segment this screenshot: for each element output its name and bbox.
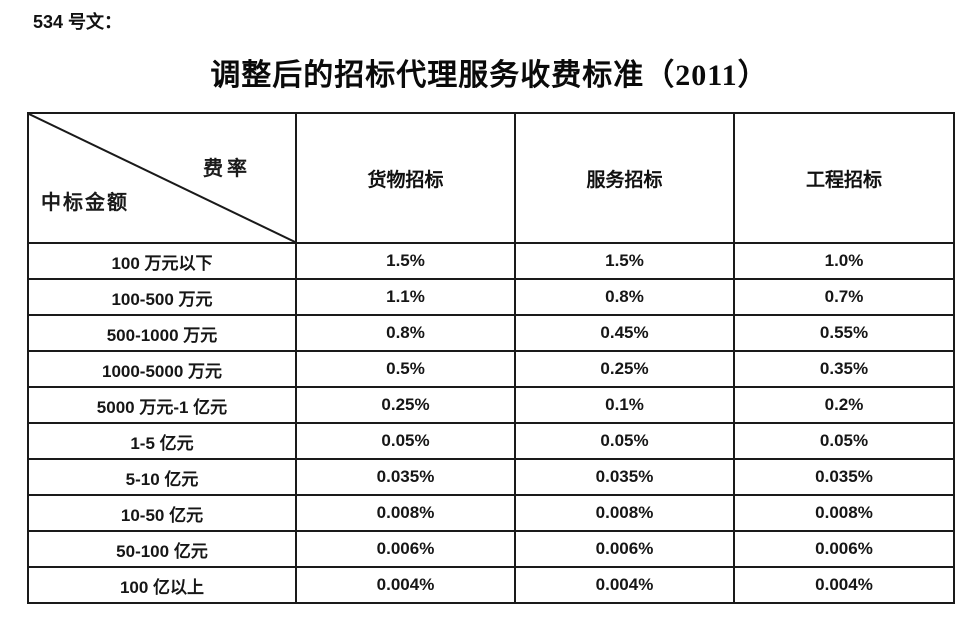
rate-cell: 0.035% (733, 458, 955, 496)
rate-cell: 0.008% (295, 494, 516, 532)
rate-cell: 0.004% (733, 566, 955, 604)
rate-cell: 0.008% (733, 494, 955, 532)
fee-table: 费率 中标金额 货物招标 服务招标 工程招标 100 万元以下 1.5% 1.5… (27, 112, 955, 604)
rate-cell: 0.035% (514, 458, 735, 496)
amount-cell: 5-10 亿元 (27, 458, 297, 496)
rate-cell: 0.5% (295, 350, 516, 388)
table-row: 5000 万元-1 亿元 0.25% 0.1% 0.2% (27, 386, 955, 424)
amount-cell: 1-5 亿元 (27, 422, 297, 460)
rate-cell: 1.1% (295, 278, 516, 316)
table-row: 500-1000 万元 0.8% 0.45% 0.55% (27, 314, 955, 352)
corner-label-rate: 费率 (203, 158, 251, 180)
table-row: 1000-5000 万元 0.5% 0.25% 0.35% (27, 350, 955, 388)
table-row: 100-500 万元 1.1% 0.8% 0.7% (27, 278, 955, 316)
amount-cell: 50-100 亿元 (27, 530, 297, 568)
table-row: 100 万元以下 1.5% 1.5% 1.0% (27, 242, 955, 280)
rate-cell: 0.2% (733, 386, 955, 424)
table-header-row: 费率 中标金额 货物招标 服务招标 工程招标 (27, 112, 955, 244)
rate-cell: 0.55% (733, 314, 955, 352)
amount-cell: 100-500 万元 (27, 278, 297, 316)
rate-cell: 1.0% (733, 242, 955, 280)
rate-cell: 0.25% (295, 386, 516, 424)
amount-cell: 500-1000 万元 (27, 314, 297, 352)
rate-cell: 0.1% (514, 386, 735, 424)
column-header-goods: 货物招标 (295, 112, 516, 244)
rate-cell: 0.05% (514, 422, 735, 460)
corner-cell-content: 费率 中标金额 (29, 114, 295, 242)
diagonal-divider-line (29, 114, 295, 242)
amount-cell: 10-50 亿元 (27, 494, 297, 532)
rate-cell: 0.006% (733, 530, 955, 568)
rate-cell: 0.008% (514, 494, 735, 532)
rate-cell: 0.35% (733, 350, 955, 388)
amount-cell: 1000-5000 万元 (27, 350, 297, 388)
table-corner-cell: 费率 中标金额 (27, 112, 297, 244)
amount-cell: 100 万元以下 (27, 242, 297, 280)
rate-cell: 0.8% (295, 314, 516, 352)
rate-cell: 0.006% (295, 530, 516, 568)
table-row: 100 亿以上 0.004% 0.004% 0.004% (27, 566, 955, 604)
table-row: 1-5 亿元 0.05% 0.05% 0.05% (27, 422, 955, 460)
rate-cell: 0.004% (514, 566, 735, 604)
column-header-works: 工程招标 (733, 112, 955, 244)
doc-number-label: 534 号文： (33, 12, 123, 32)
rate-cell: 1.5% (295, 242, 516, 280)
table-row: 5-10 亿元 0.035% 0.035% 0.035% (27, 458, 955, 496)
amount-cell: 100 亿以上 (27, 566, 297, 604)
rate-cell: 1.5% (514, 242, 735, 280)
rate-cell: 0.035% (295, 458, 516, 496)
column-header-services: 服务招标 (514, 112, 735, 244)
rate-cell: 0.004% (295, 566, 516, 604)
rate-cell: 0.7% (733, 278, 955, 316)
corner-label-amount: 中标金额 (41, 192, 129, 214)
amount-cell: 5000 万元-1 亿元 (27, 386, 297, 424)
table-row: 10-50 亿元 0.008% 0.008% 0.008% (27, 494, 955, 532)
rate-cell: 0.05% (295, 422, 516, 460)
rate-cell: 0.45% (514, 314, 735, 352)
page-title: 调整后的招标代理服务收费标准（2011） (210, 59, 769, 92)
rate-cell: 0.05% (733, 422, 955, 460)
table-row: 50-100 亿元 0.006% 0.006% 0.006% (27, 530, 955, 568)
rate-cell: 0.25% (514, 350, 735, 388)
rate-cell: 0.006% (514, 530, 735, 568)
rate-cell: 0.8% (514, 278, 735, 316)
